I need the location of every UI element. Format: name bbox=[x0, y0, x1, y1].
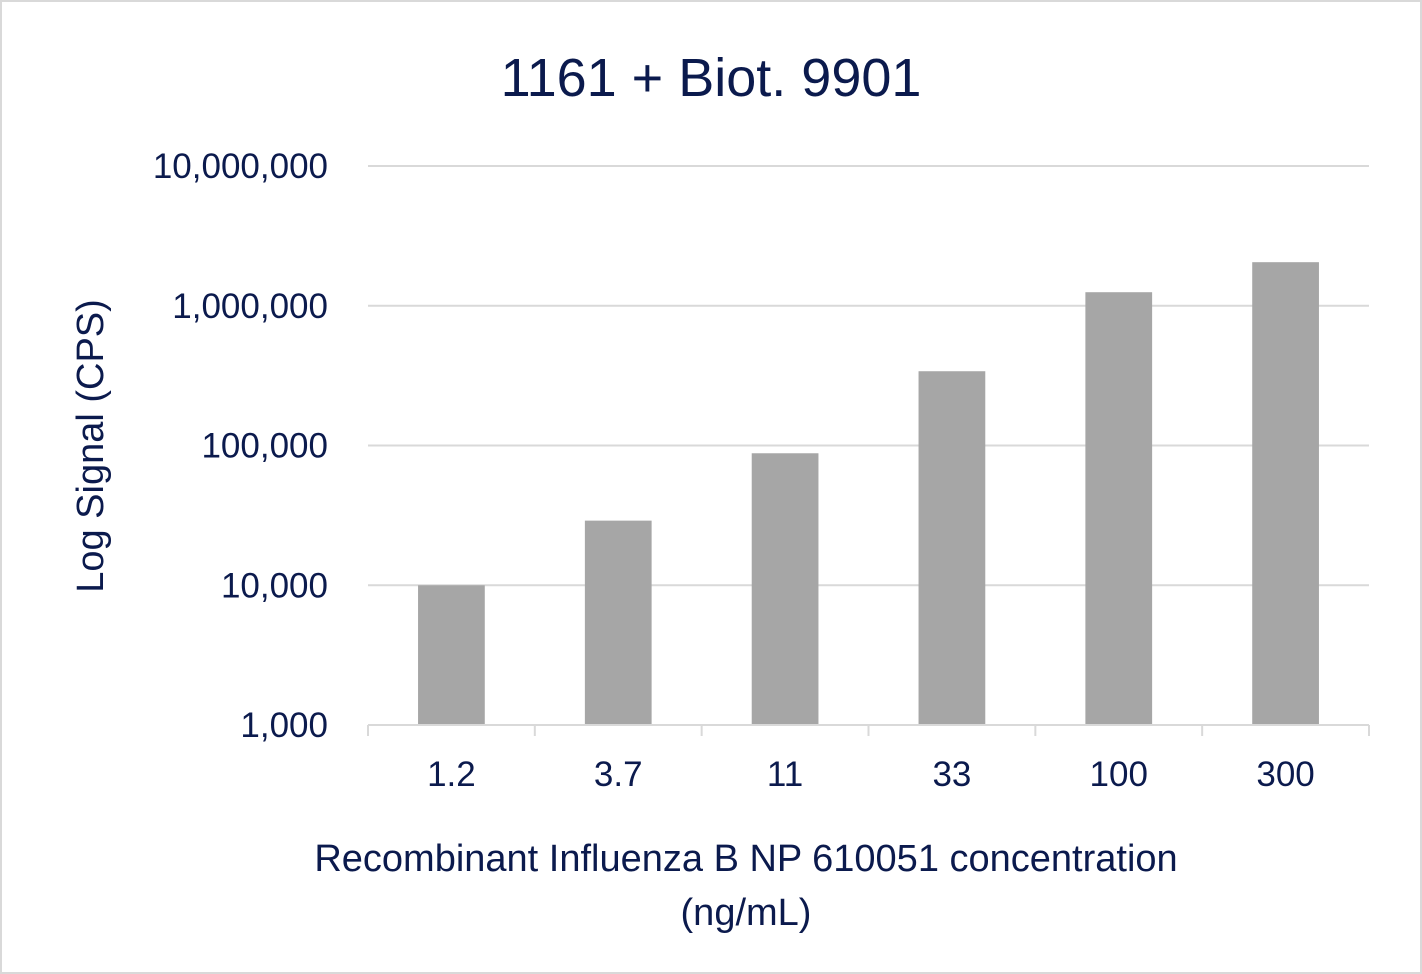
y-tick-labels: 1,000 10,000 100,000 1,000,000 10,000,000 bbox=[153, 147, 328, 745]
x-tick-label: 300 bbox=[1256, 755, 1314, 794]
bars bbox=[418, 262, 1319, 725]
y-tick-label: 1,000 bbox=[240, 706, 328, 745]
x-axis-label-line-1: Recombinant Influenza B NP 610051 concen… bbox=[314, 838, 1177, 880]
y-tick-label: 10,000 bbox=[221, 566, 328, 605]
x-tick-labels: 1.2 3.7 11 33 100 300 bbox=[427, 755, 1315, 794]
chart-title: 1161 + Biot. 9901 bbox=[501, 48, 922, 108]
bar bbox=[751, 453, 819, 725]
bar bbox=[1252, 262, 1319, 725]
x-axis-label-line-2: (ng/mL) bbox=[681, 892, 812, 934]
y-axis-label: Log Signal (CPS) bbox=[70, 299, 112, 593]
bar bbox=[584, 520, 652, 725]
bar bbox=[918, 371, 986, 725]
bar bbox=[1085, 292, 1153, 725]
x-axis bbox=[367, 724, 1370, 736]
bar bbox=[418, 585, 485, 725]
x-tick-label: 1.2 bbox=[427, 755, 476, 794]
y-tick-label: 100,000 bbox=[201, 427, 328, 466]
x-tick-label: 11 bbox=[767, 755, 803, 794]
x-tick-label: 33 bbox=[932, 755, 971, 794]
gridlines bbox=[368, 165, 1369, 587]
x-tick-label: 100 bbox=[1090, 755, 1148, 794]
x-tick-label: 3.7 bbox=[594, 755, 643, 794]
y-tick-label: 10,000,000 bbox=[153, 147, 328, 186]
y-tick-label: 1,000,000 bbox=[172, 287, 328, 326]
